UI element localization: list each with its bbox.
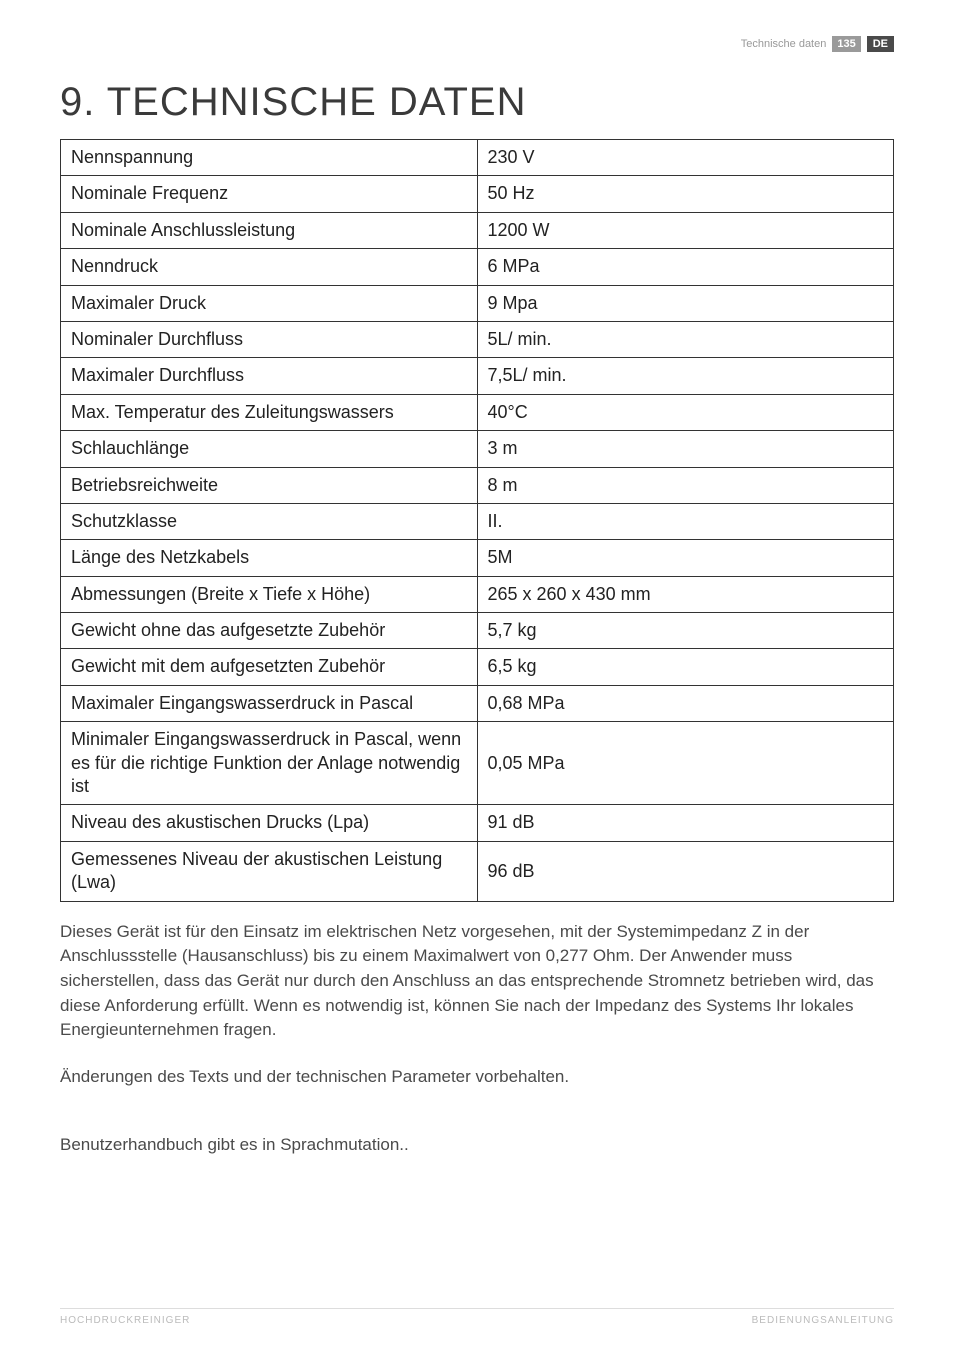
page-number: 135 bbox=[832, 36, 860, 52]
spec-label: Maximaler Eingangswasserdruck in Pascal bbox=[61, 685, 478, 721]
table-row: Nominale Anschlussleistung1200 W bbox=[61, 212, 894, 248]
table-row: Max. Temperatur des Zuleitungswassers40°… bbox=[61, 394, 894, 430]
spec-label: Nenndruck bbox=[61, 249, 478, 285]
table-row: Nennspannung230 V bbox=[61, 140, 894, 176]
spec-label: Max. Temperatur des Zuleitungswassers bbox=[61, 394, 478, 430]
spec-value: 6 MPa bbox=[477, 249, 894, 285]
spec-label: Nominale Anschlussleistung bbox=[61, 212, 478, 248]
table-row: Länge des Netzkabels5M bbox=[61, 540, 894, 576]
table-row: Abmessungen (Breite x Tiefe x Höhe)265 x… bbox=[61, 576, 894, 612]
table-row: SchutzklasseII. bbox=[61, 503, 894, 539]
page-footer: HOCHDRUCKREINIGER BEDIENUNGSANLEITUNG bbox=[60, 1308, 894, 1326]
spec-value: 0,05 MPa bbox=[477, 722, 894, 805]
spec-value: 3 m bbox=[477, 431, 894, 467]
table-row: Nenndruck6 MPa bbox=[61, 249, 894, 285]
spec-label: Gemessenes Niveau der akustischen Leistu… bbox=[61, 841, 478, 901]
page-title: 9. TECHNISCHE DATEN bbox=[60, 80, 894, 125]
spec-value: 50 Hz bbox=[477, 176, 894, 212]
spec-label: Gewicht mit dem aufgesetzten Zubehör bbox=[61, 649, 478, 685]
spec-value: 96 dB bbox=[477, 841, 894, 901]
spec-label: Gewicht ohne das aufgesetzte Zubehör bbox=[61, 613, 478, 649]
table-row: Maximaler Eingangswasserdruck in Pascal0… bbox=[61, 685, 894, 721]
table-row: Schlauchlänge3 m bbox=[61, 431, 894, 467]
table-row: Nominaler Durchfluss5L/ min. bbox=[61, 321, 894, 357]
spec-value: 7,5L/ min. bbox=[477, 358, 894, 394]
spec-table: Nennspannung230 VNominale Frequenz50 HzN… bbox=[60, 139, 894, 902]
table-row: Gemessenes Niveau der akustischen Leistu… bbox=[61, 841, 894, 901]
footer-left: HOCHDRUCKREINIGER bbox=[60, 1315, 190, 1326]
spec-label: Länge des Netzkabels bbox=[61, 540, 478, 576]
spec-label: Abmessungen (Breite x Tiefe x Höhe) bbox=[61, 576, 478, 612]
table-row: Gewicht ohne das aufgesetzte Zubehör5,7 … bbox=[61, 613, 894, 649]
table-row: Betriebsreichweite8 m bbox=[61, 467, 894, 503]
table-row: Niveau des akustischen Drucks (Lpa)91 dB bbox=[61, 805, 894, 841]
paragraph-manual: Benutzerhandbuch gibt es in Sprachmutati… bbox=[60, 1133, 894, 1158]
spec-label: Betriebsreichweite bbox=[61, 467, 478, 503]
spec-value: 0,68 MPa bbox=[477, 685, 894, 721]
spec-label: Nennspannung bbox=[61, 140, 478, 176]
header-section: Technische daten bbox=[741, 38, 827, 50]
spec-label: Nominale Frequenz bbox=[61, 176, 478, 212]
lang-badge: DE bbox=[867, 36, 894, 52]
paragraph-changes: Änderungen des Texts und der technischen… bbox=[60, 1065, 894, 1090]
footer-right: BEDIENUNGSANLEITUNG bbox=[752, 1315, 894, 1326]
spec-label: Maximaler Druck bbox=[61, 285, 478, 321]
page-header: Technische daten 135 DE bbox=[741, 36, 894, 52]
spec-value: 9 Mpa bbox=[477, 285, 894, 321]
spec-value: 1200 W bbox=[477, 212, 894, 248]
spec-value: 265 x 260 x 430 mm bbox=[477, 576, 894, 612]
spec-value: 40°C bbox=[477, 394, 894, 430]
table-row: Maximaler Durchfluss7,5L/ min. bbox=[61, 358, 894, 394]
spec-value: 8 m bbox=[477, 467, 894, 503]
spec-label: Maximaler Durchfluss bbox=[61, 358, 478, 394]
table-row: Minimaler Eingangswasserdruck in Pascal,… bbox=[61, 722, 894, 805]
spec-value: 5M bbox=[477, 540, 894, 576]
spec-label: Schlauchlänge bbox=[61, 431, 478, 467]
spec-label: Nominaler Durchfluss bbox=[61, 321, 478, 357]
spec-label: Minimaler Eingangswasserdruck in Pascal,… bbox=[61, 722, 478, 805]
paragraph-impedance: Dieses Gerät ist für den Einsatz im elek… bbox=[60, 920, 894, 1043]
table-row: Nominale Frequenz50 Hz bbox=[61, 176, 894, 212]
spec-value: 6,5 kg bbox=[477, 649, 894, 685]
spec-label: Schutzklasse bbox=[61, 503, 478, 539]
table-row: Gewicht mit dem aufgesetzten Zubehör6,5 … bbox=[61, 649, 894, 685]
spec-label: Niveau des akustischen Drucks (Lpa) bbox=[61, 805, 478, 841]
spec-value: 5L/ min. bbox=[477, 321, 894, 357]
table-row: Maximaler Druck9 Mpa bbox=[61, 285, 894, 321]
spec-value: 230 V bbox=[477, 140, 894, 176]
spec-value: 5,7 kg bbox=[477, 613, 894, 649]
spec-value: 91 dB bbox=[477, 805, 894, 841]
spec-value: II. bbox=[477, 503, 894, 539]
